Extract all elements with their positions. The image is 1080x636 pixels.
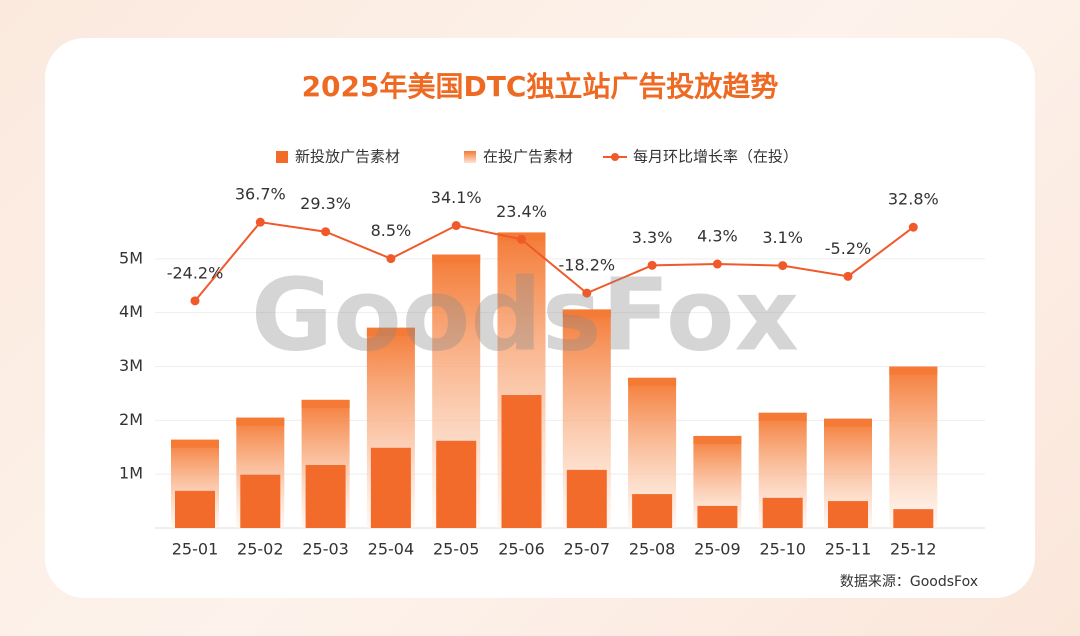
bar-cap: [171, 439, 219, 448]
watermark: GoodsFox: [251, 256, 799, 373]
x-tick-label: 25-11: [825, 540, 872, 559]
point: [712, 259, 722, 269]
point: [321, 227, 331, 237]
bar: [889, 366, 938, 528]
bar-cap: [301, 399, 350, 408]
bar: [436, 440, 477, 528]
bar-cap: [628, 377, 677, 386]
bar-cap: [758, 412, 807, 421]
x-tick-label: 25-08: [629, 540, 676, 559]
x-tick-label: 25-06: [498, 540, 545, 559]
x-tick-label: 25-03: [302, 540, 349, 559]
x-tick-label: 25-04: [368, 540, 415, 559]
point: [517, 234, 526, 244]
bar: [175, 490, 215, 528]
bar-cap: [432, 254, 481, 263]
point: [190, 296, 200, 306]
point: [451, 221, 461, 231]
bar: [501, 395, 542, 528]
chart-title: 2025年美国DTC独立站广告投放趋势: [302, 70, 779, 103]
data-label: 8.5%: [371, 221, 412, 240]
point: [255, 217, 265, 227]
x-tick-label: 25-12: [890, 540, 937, 559]
legend: 新投放广告素材 在投广告素材 每月环比增长率（在投）: [276, 148, 798, 166]
data-label: 4.3%: [697, 227, 738, 246]
point: [778, 261, 788, 271]
bar-cap: [889, 366, 938, 375]
data-label: 34.1%: [431, 188, 482, 207]
x-tick-label: 25-10: [759, 540, 806, 559]
x-tick-label: 25-07: [564, 540, 611, 559]
data-label: -24.2%: [167, 263, 224, 282]
bar: [762, 497, 803, 528]
data-label: 36.7%: [235, 185, 286, 204]
bar-cap: [236, 417, 285, 426]
plot: [155, 217, 985, 529]
legend-swatch: [276, 151, 288, 163]
bar: [893, 509, 934, 528]
bar: [566, 469, 607, 528]
x-tick-label: 25-02: [237, 540, 284, 559]
y-tick-label: 5M: [119, 248, 143, 267]
bar: [305, 465, 346, 528]
legend-swatch: [611, 153, 619, 161]
data-label: 3.3%: [632, 228, 673, 247]
bar: [632, 494, 673, 528]
y-tick-label: 1M: [119, 464, 143, 483]
point: [647, 260, 657, 270]
data-label: 23.4%: [496, 202, 547, 221]
y-tick-label: 4M: [119, 302, 143, 321]
point: [843, 271, 853, 281]
y-tick-label: 3M: [119, 356, 143, 375]
bar-cap: [366, 327, 415, 336]
legend-label: 新投放广告素材: [295, 148, 400, 166]
bar-cap: [693, 435, 742, 444]
legend-swatch: [464, 151, 476, 163]
legend-label: 每月环比增长率（在投）: [633, 148, 798, 166]
bar-cap: [562, 309, 611, 318]
data-label: -18.2%: [558, 256, 615, 275]
x-tick-label: 25-01: [172, 540, 219, 559]
data-label: 29.3%: [300, 194, 351, 213]
x-tick-label: 25-05: [433, 540, 480, 559]
legend-label: 在投广告素材: [483, 148, 573, 166]
x-tick-label: 25-09: [694, 540, 741, 559]
data-label: -5.2%: [825, 239, 871, 258]
y-tick-label: 2M: [119, 410, 143, 429]
line: [194, 221, 914, 302]
point: [582, 288, 592, 298]
bar-cap: [824, 418, 872, 427]
bar: [370, 447, 411, 528]
bar: [828, 501, 868, 528]
data-label: 3.1%: [762, 228, 803, 247]
data-label: 32.8%: [888, 190, 939, 209]
point: [386, 254, 396, 264]
bar: [240, 474, 281, 528]
point: [908, 222, 918, 232]
bar: [697, 505, 738, 528]
source-note: 数据来源：GoodsFox: [840, 574, 978, 590]
